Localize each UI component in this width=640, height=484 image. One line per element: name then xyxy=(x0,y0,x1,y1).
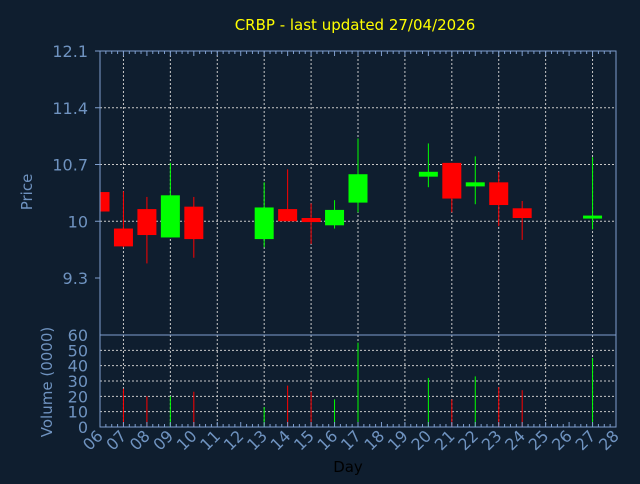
candle-body xyxy=(465,182,485,187)
y-tick-label: 10.7 xyxy=(52,156,88,175)
volume-tick-label: 50 xyxy=(68,341,88,360)
volume-tick-label: 10 xyxy=(68,403,88,422)
candle-body xyxy=(583,215,603,219)
y-axis-label: Price xyxy=(18,174,36,211)
candle-body xyxy=(113,228,133,247)
y-tick-label: 10 xyxy=(68,212,88,231)
volume-bars xyxy=(122,342,594,427)
y-tick-label: 12.1 xyxy=(52,42,88,61)
candle-body xyxy=(489,182,509,206)
volume-tick-label: 0 xyxy=(78,418,88,437)
y-tick-label: 9.3 xyxy=(63,269,88,288)
x-axis-label: Day xyxy=(333,458,363,476)
candle-body xyxy=(442,162,462,199)
y-tick-label: 11.4 xyxy=(52,99,88,118)
candle-body xyxy=(137,209,157,236)
candle-body xyxy=(301,218,321,223)
axes: 9.31010.711.412.101020304050600607080910… xyxy=(52,42,622,454)
candle-body xyxy=(325,209,345,226)
volume-tick-label: 30 xyxy=(68,372,88,391)
volume-tick-label: 20 xyxy=(68,387,88,406)
candle-body xyxy=(184,206,204,240)
candle-body xyxy=(100,192,110,212)
candle-body xyxy=(254,207,274,240)
volume-tick-label: 60 xyxy=(68,326,88,345)
chart-title: CRBP - last updated 27/04/2026 xyxy=(235,16,476,34)
candles xyxy=(99,138,603,264)
volume-tick-label: 40 xyxy=(68,357,88,376)
candle-body xyxy=(512,208,532,219)
volume-axis-label: Volume (0000) xyxy=(38,327,56,437)
candle-body xyxy=(418,171,438,177)
candle-body xyxy=(348,174,368,203)
candle-body xyxy=(278,209,298,222)
candle-body xyxy=(160,195,180,238)
x-tick-label: 28 xyxy=(595,426,623,454)
